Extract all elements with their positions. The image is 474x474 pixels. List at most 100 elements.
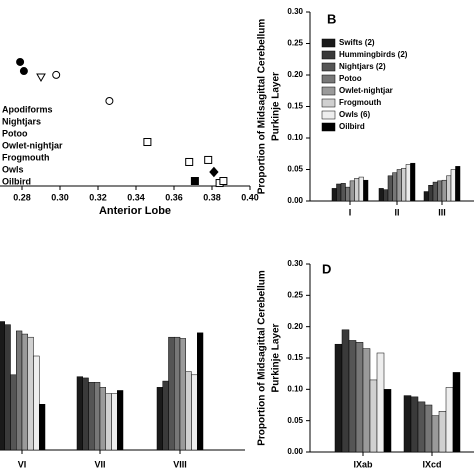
bar (376, 352, 385, 453)
legend-swatch (321, 98, 336, 108)
y-axis-title: Proportion of Midsagittal Cerebellum (257, 270, 268, 446)
legend-swatch (321, 38, 336, 48)
y-tick-label: 0.15 (287, 102, 303, 111)
bar (358, 176, 364, 202)
bar (10, 374, 17, 451)
x-tick-label: IXcd (422, 459, 441, 469)
bar (450, 169, 456, 202)
legend-label: Potoo (339, 74, 362, 83)
bar (197, 332, 204, 451)
bar (452, 372, 461, 453)
legend-swatch (321, 62, 336, 72)
bar (432, 181, 438, 202)
legend-label: Owls (2, 164, 24, 174)
bar (363, 179, 369, 202)
bar (76, 376, 83, 451)
bar (355, 342, 364, 453)
bar (191, 374, 198, 451)
bar (88, 382, 95, 451)
legend-label: Frogmouth (2, 152, 50, 162)
y-tick-label: 0.20 (287, 70, 303, 79)
y-tick-label: 0.15 (287, 353, 303, 362)
point (36, 73, 46, 82)
bar (396, 169, 402, 202)
bar (424, 404, 433, 453)
x-tick-label: III (438, 207, 446, 217)
bar (82, 377, 89, 451)
x-tick-label: 0.36 (165, 192, 183, 202)
bar (33, 355, 40, 451)
y-tick-label: 0.05 (287, 165, 303, 174)
x-tick-label: II (394, 207, 399, 217)
bar (354, 178, 360, 202)
point (219, 177, 228, 186)
legend-swatch (321, 110, 336, 120)
bar (410, 396, 419, 453)
legend-label: Swifts (2) (339, 38, 375, 47)
x-tick-label: VII (94, 459, 105, 469)
bar (349, 180, 355, 202)
point (19, 67, 28, 76)
y-tick-label: 0.30 (287, 259, 303, 268)
y-tick-label: 0.30 (287, 7, 303, 16)
bar (340, 183, 346, 202)
x-tick-label: VIII (173, 459, 187, 469)
x-tick-label: 0.30 (51, 192, 69, 202)
bar (387, 175, 393, 202)
legend-label: Nightjars (2) (339, 62, 386, 71)
bar (431, 415, 440, 453)
bar (117, 390, 124, 451)
bar (383, 189, 389, 202)
bar (378, 188, 384, 202)
y-tick-label: 0.25 (287, 39, 303, 48)
bar (4, 324, 11, 451)
bar (417, 401, 426, 453)
legend-label: Frogmouth (339, 98, 381, 107)
bar (16, 330, 23, 451)
bar (111, 393, 118, 451)
x-tick-label: 0.28 (13, 192, 31, 202)
y-tick-label: 0.05 (287, 416, 303, 425)
x-tick-label: IXab (353, 459, 373, 469)
bar (105, 393, 112, 451)
y-tick-label: 0.00 (287, 196, 303, 205)
bar (162, 380, 169, 451)
legend-label: Owlet-nightjar (339, 86, 393, 95)
bar (405, 164, 411, 202)
legend-swatch (321, 122, 336, 132)
legend-label: Nightjars (2, 116, 41, 126)
bar (428, 185, 434, 202)
bar (369, 379, 378, 453)
bar (446, 175, 452, 202)
bar (441, 179, 447, 202)
bar (185, 371, 192, 451)
bar (383, 389, 392, 453)
legend-label: Owls (6) (339, 110, 370, 119)
y-axis-title: Purkinje Layer (271, 72, 282, 141)
legend-label: Hummingbirds (2) (339, 50, 408, 59)
panel-label: D (322, 261, 331, 276)
legend-swatch (321, 86, 336, 96)
bar (174, 336, 181, 451)
legend-swatch (321, 50, 336, 60)
panel-label: B (327, 11, 336, 26)
y-tick-label: 0.20 (287, 322, 303, 331)
legend-label: Oilbird (339, 122, 365, 131)
point (209, 166, 219, 178)
point (204, 155, 213, 164)
legend-label: Apodiforms (2, 104, 53, 114)
legend-label: Owlet-nightjar (2, 140, 63, 150)
x-tick-label: 0.32 (89, 192, 107, 202)
bar (438, 411, 447, 453)
bar (94, 382, 101, 451)
bar (99, 387, 106, 451)
bar (331, 188, 337, 202)
point (190, 177, 199, 186)
bar (410, 162, 416, 202)
y-axis-title: Purkinje Layer (271, 323, 282, 392)
bar (27, 336, 34, 451)
bar (401, 167, 407, 202)
bar (21, 333, 28, 451)
legend-swatch (321, 74, 336, 84)
bar (168, 336, 175, 451)
